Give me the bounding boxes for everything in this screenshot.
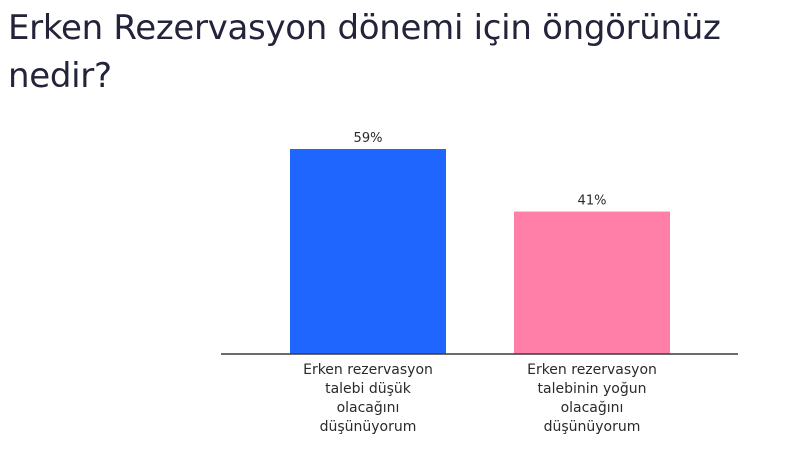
bar-2 [514, 211, 670, 354]
category-label-2-line-4: düşünüyorum [544, 419, 641, 435]
labels-layer: 59% Erken rezervasyon talebi düşük olacağın… [303, 131, 657, 435]
category-label-1-line-3: olacağını [337, 400, 400, 416]
category-label-1-line-4: düşünüyorum [320, 419, 417, 435]
value-label-1: 59% [354, 131, 383, 146]
category-label-2-line-1: Erken rezervasyon [527, 362, 657, 378]
category-label-1: Erken rezervasyon talebi düşük olacağını dü… [303, 362, 433, 435]
category-label-2-line-2: talebinin yoğun [538, 381, 647, 397]
chart-title: Erken Rezervasyon dönemi için öngörünüz … [8, 8, 721, 96]
category-label-1-line-2: talebi düşük [325, 381, 412, 397]
value-label-2: 41% [578, 194, 607, 209]
category-label-2-line-3: olacağını [561, 400, 624, 416]
bars-layer [290, 149, 670, 354]
category-label-1-line-1: Erken rezervasyon [303, 362, 433, 378]
category-label-2: Erken rezervasyon talebinin yoğun olacağın… [527, 362, 657, 435]
bar-1 [290, 149, 446, 354]
